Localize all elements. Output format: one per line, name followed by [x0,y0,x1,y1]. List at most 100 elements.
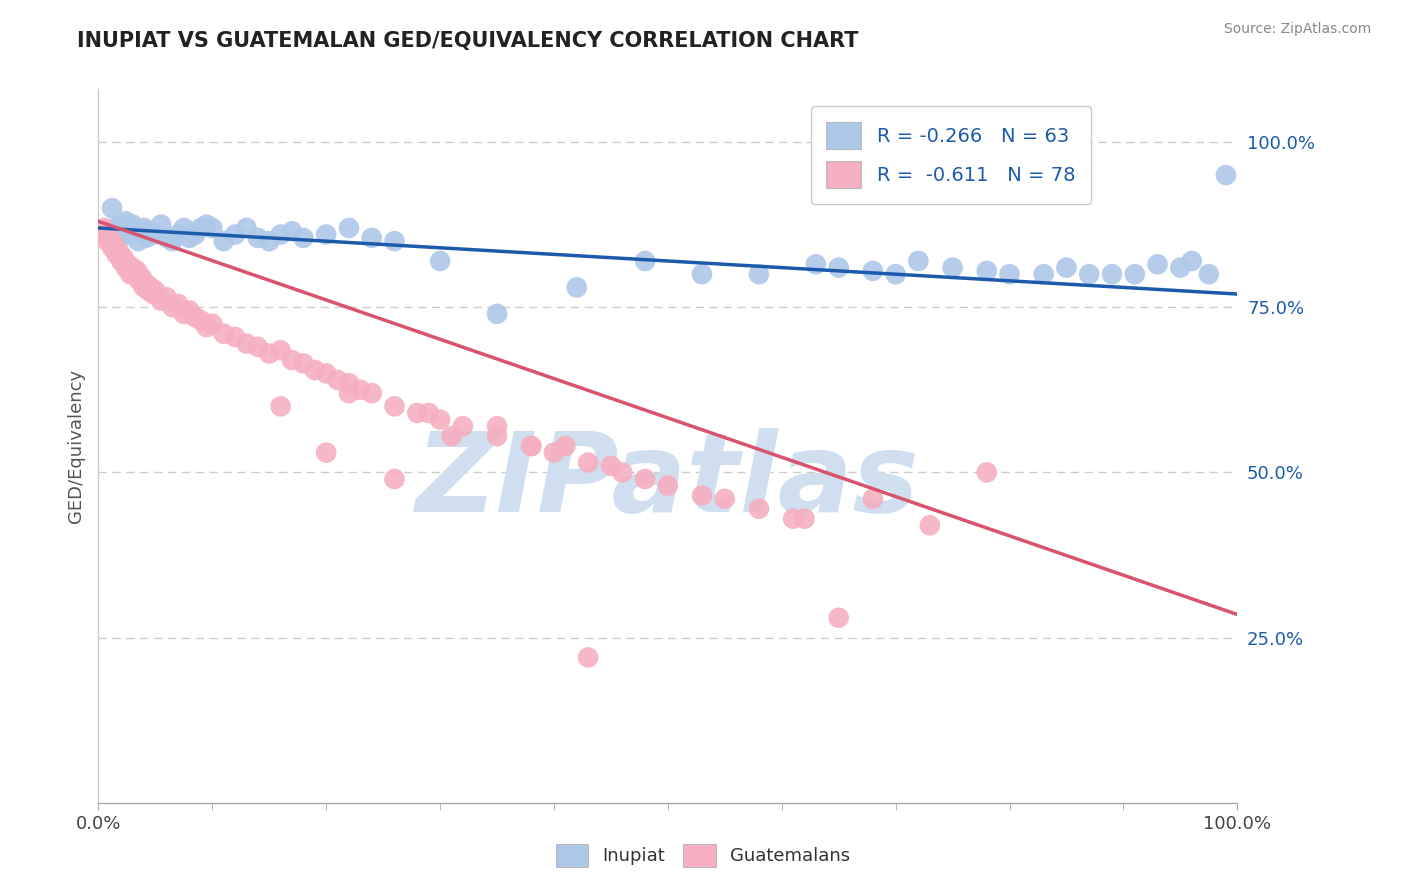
Point [101,201,124,215]
Point [998,267,1021,281]
Point [108,244,131,258]
Point [634,472,657,486]
Point [138,224,160,238]
Point [224,330,246,344]
Point [259,234,281,248]
Point [128,274,150,288]
Point [429,412,451,426]
Point [121,260,143,275]
Point [1101,267,1123,281]
Point [120,267,142,281]
Point [782,511,804,525]
Point [576,650,599,665]
Point [907,254,929,268]
Point [112,251,135,265]
Point [634,254,657,268]
Point [976,466,998,480]
Point [104,221,127,235]
Point [145,284,167,298]
Point [132,280,155,294]
Point [121,218,143,232]
Point [195,218,218,232]
Point [112,224,135,238]
Point [246,231,269,245]
Point [1215,168,1237,182]
Point [565,280,588,294]
Point [942,260,965,275]
Point [918,518,941,533]
Point [976,264,998,278]
Point [101,241,124,255]
Point [360,231,382,245]
Point [110,254,132,268]
Text: INUPIAT VS GUATEMALAN GED/EQUIVALENCY CORRELATION CHART: INUPIAT VS GUATEMALAN GED/EQUIVALENCY CO… [77,31,859,51]
Point [212,234,235,248]
Point [142,287,165,301]
Point [486,429,509,443]
Point [124,267,146,281]
Point [135,231,157,245]
Point [418,406,440,420]
Point [543,445,565,459]
Point [1054,260,1078,275]
Point [486,419,509,434]
Point [135,277,157,292]
Point [103,237,125,252]
Point [1170,260,1192,275]
Point [110,218,132,232]
Point [440,429,463,443]
Point [315,227,337,242]
Point [167,227,190,242]
Point [117,257,139,271]
Point [167,297,190,311]
Point [124,224,146,238]
Point [315,367,337,381]
Point [1032,267,1054,281]
Point [384,472,406,486]
Point [93,221,115,235]
Point [349,383,371,397]
Point [114,214,136,228]
Point [259,346,281,360]
Point [96,234,118,248]
Point [179,231,201,245]
Point [862,491,884,506]
Point [326,373,349,387]
Point [520,439,543,453]
Point [132,221,155,235]
Point [748,501,770,516]
Point [337,221,360,235]
Point [246,340,269,354]
Point [748,267,770,281]
Point [120,227,142,242]
Point [195,320,218,334]
Point [224,227,246,242]
Point [337,386,360,401]
Point [690,267,713,281]
Point [281,353,304,368]
Point [612,466,634,480]
Point [139,280,162,294]
Point [108,231,131,245]
Point [179,303,201,318]
Point [190,313,212,327]
Point [150,218,173,232]
Point [384,234,406,248]
Y-axis label: GED/Equivalency: GED/Equivalency [66,369,84,523]
Point [235,336,257,351]
Point [156,290,179,304]
Point [145,227,167,242]
Point [862,264,884,278]
Point [201,221,224,235]
Point [429,254,451,268]
Point [162,234,184,248]
Point [150,293,173,308]
Point [1123,267,1146,281]
Text: ZIPatlas: ZIPatlas [416,428,920,535]
Point [884,267,907,281]
Legend: R = -0.266   N = 63, R =  -0.611   N = 78: R = -0.266 N = 63, R = -0.611 N = 78 [811,106,1091,204]
Point [600,458,623,473]
Point [98,231,121,245]
Point [337,376,360,391]
Point [1181,254,1204,268]
